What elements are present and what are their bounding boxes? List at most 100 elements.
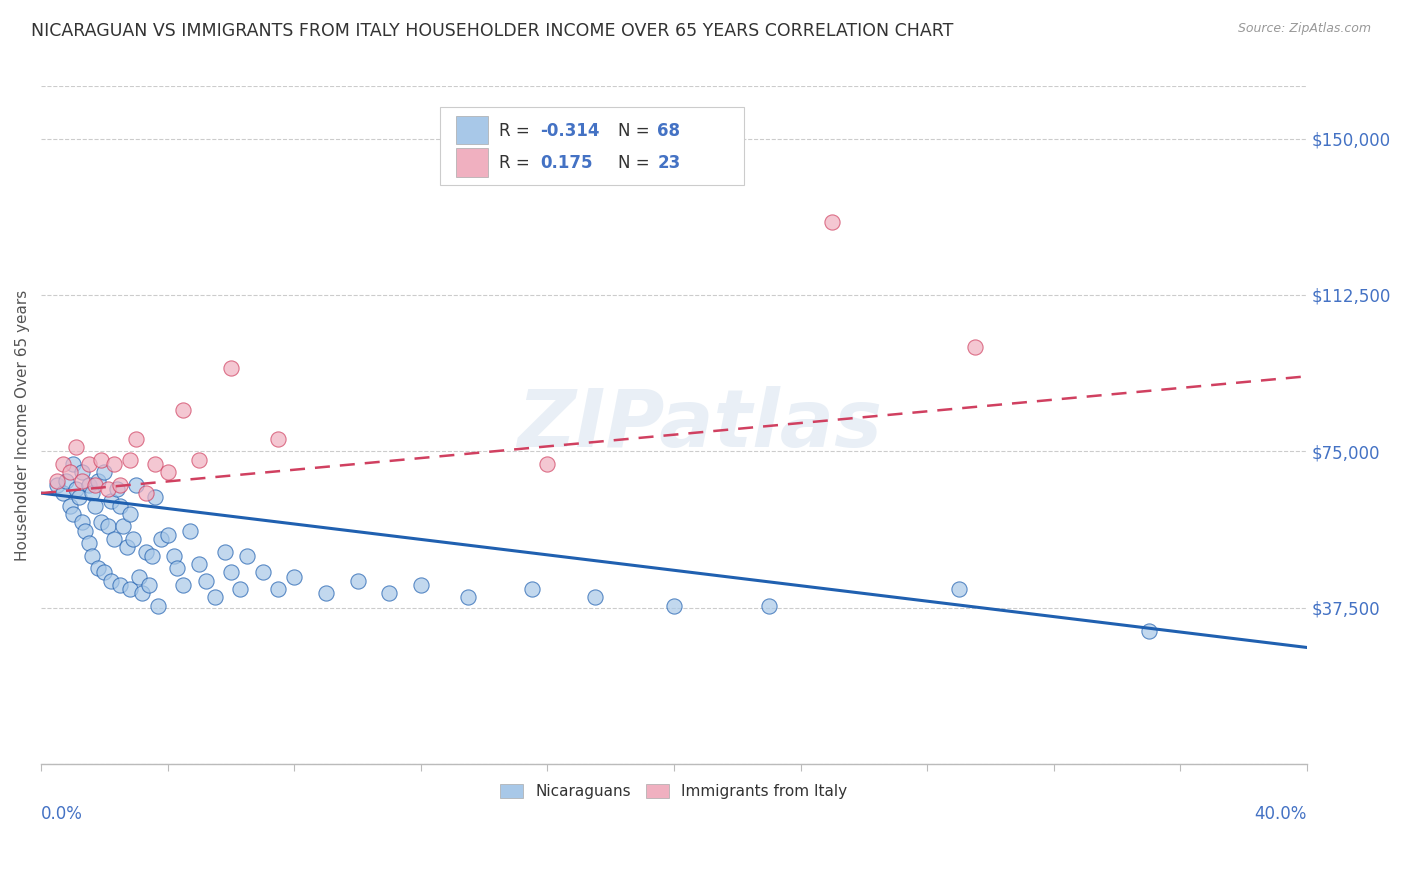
Point	[96, 519, 118, 533]
Point	[204, 591, 226, 605]
Point	[55, 474, 77, 488]
Text: N =: N =	[619, 154, 650, 172]
Text: 40.0%: 40.0%	[1254, 805, 1306, 823]
Point	[77, 477, 100, 491]
Text: 68: 68	[658, 122, 681, 140]
Point	[45, 474, 67, 488]
Point	[283, 569, 305, 583]
Point	[346, 574, 368, 588]
Point	[80, 486, 103, 500]
FancyBboxPatch shape	[456, 115, 488, 144]
Legend: Nicaraguans, Immigrants from Italy: Nicaraguans, Immigrants from Italy	[494, 778, 853, 805]
Point	[219, 566, 242, 580]
Text: Source: ZipAtlas.com: Source: ZipAtlas.com	[1237, 22, 1371, 36]
Text: 23: 23	[658, 154, 681, 172]
Point	[1137, 624, 1160, 638]
Point	[122, 532, 145, 546]
Point	[141, 549, 163, 563]
Text: R =: R =	[499, 154, 530, 172]
Point	[156, 465, 179, 479]
Point	[118, 507, 141, 521]
Point	[77, 457, 100, 471]
Point	[100, 574, 122, 588]
Point	[118, 582, 141, 596]
Point	[662, 599, 685, 613]
Point	[110, 578, 132, 592]
Point	[52, 486, 75, 500]
Point	[188, 452, 211, 467]
Point	[457, 591, 479, 605]
Text: 0.0%: 0.0%	[41, 805, 83, 823]
Point	[110, 477, 132, 491]
Point	[166, 561, 188, 575]
Point	[58, 465, 80, 479]
Point	[963, 340, 986, 354]
Point	[80, 549, 103, 563]
Text: 0.175: 0.175	[540, 154, 592, 172]
Point	[58, 499, 80, 513]
Point	[77, 536, 100, 550]
Text: NICARAGUAN VS IMMIGRANTS FROM ITALY HOUSEHOLDER INCOME OVER 65 YEARS CORRELATION: NICARAGUAN VS IMMIGRANTS FROM ITALY HOUS…	[31, 22, 953, 40]
Point	[103, 532, 125, 546]
Point	[135, 486, 157, 500]
Y-axis label: Householder Income Over 65 years: Householder Income Over 65 years	[15, 290, 30, 561]
Point	[150, 532, 173, 546]
Point	[110, 499, 132, 513]
Point	[62, 507, 84, 521]
Point	[65, 440, 87, 454]
Point	[315, 586, 337, 600]
FancyBboxPatch shape	[456, 148, 488, 177]
Point	[96, 482, 118, 496]
Point	[143, 490, 166, 504]
Point	[87, 561, 110, 575]
Point	[143, 457, 166, 471]
Point	[128, 569, 150, 583]
Point	[75, 524, 97, 538]
Point	[105, 482, 128, 496]
Point	[87, 474, 110, 488]
Point	[67, 490, 90, 504]
Text: -0.314: -0.314	[540, 122, 599, 140]
Point	[219, 361, 242, 376]
Point	[214, 544, 236, 558]
Point	[194, 574, 217, 588]
Point	[378, 586, 401, 600]
Point	[118, 452, 141, 467]
Point	[520, 582, 543, 596]
Point	[173, 578, 195, 592]
Point	[229, 582, 252, 596]
Point	[93, 465, 115, 479]
Point	[267, 582, 290, 596]
Point	[100, 494, 122, 508]
Text: ZIPatlas: ZIPatlas	[517, 386, 882, 465]
Point	[125, 432, 148, 446]
Point	[125, 477, 148, 491]
Text: R =: R =	[499, 122, 530, 140]
Text: N =: N =	[619, 122, 650, 140]
Point	[163, 549, 186, 563]
Point	[45, 477, 67, 491]
FancyBboxPatch shape	[440, 107, 744, 185]
Point	[267, 432, 290, 446]
Point	[948, 582, 970, 596]
Point	[90, 452, 112, 467]
Point	[148, 599, 170, 613]
Point	[131, 586, 153, 600]
Point	[252, 566, 274, 580]
Point	[70, 465, 93, 479]
Point	[112, 519, 135, 533]
Point	[409, 578, 432, 592]
Point	[758, 599, 780, 613]
Point	[65, 482, 87, 496]
Point	[156, 528, 179, 542]
Point	[103, 457, 125, 471]
Point	[173, 402, 195, 417]
Point	[70, 474, 93, 488]
Point	[90, 516, 112, 530]
Point	[83, 477, 105, 491]
Point	[138, 578, 160, 592]
Point	[583, 591, 606, 605]
Point	[536, 457, 558, 471]
Point	[52, 457, 75, 471]
Point	[70, 516, 93, 530]
